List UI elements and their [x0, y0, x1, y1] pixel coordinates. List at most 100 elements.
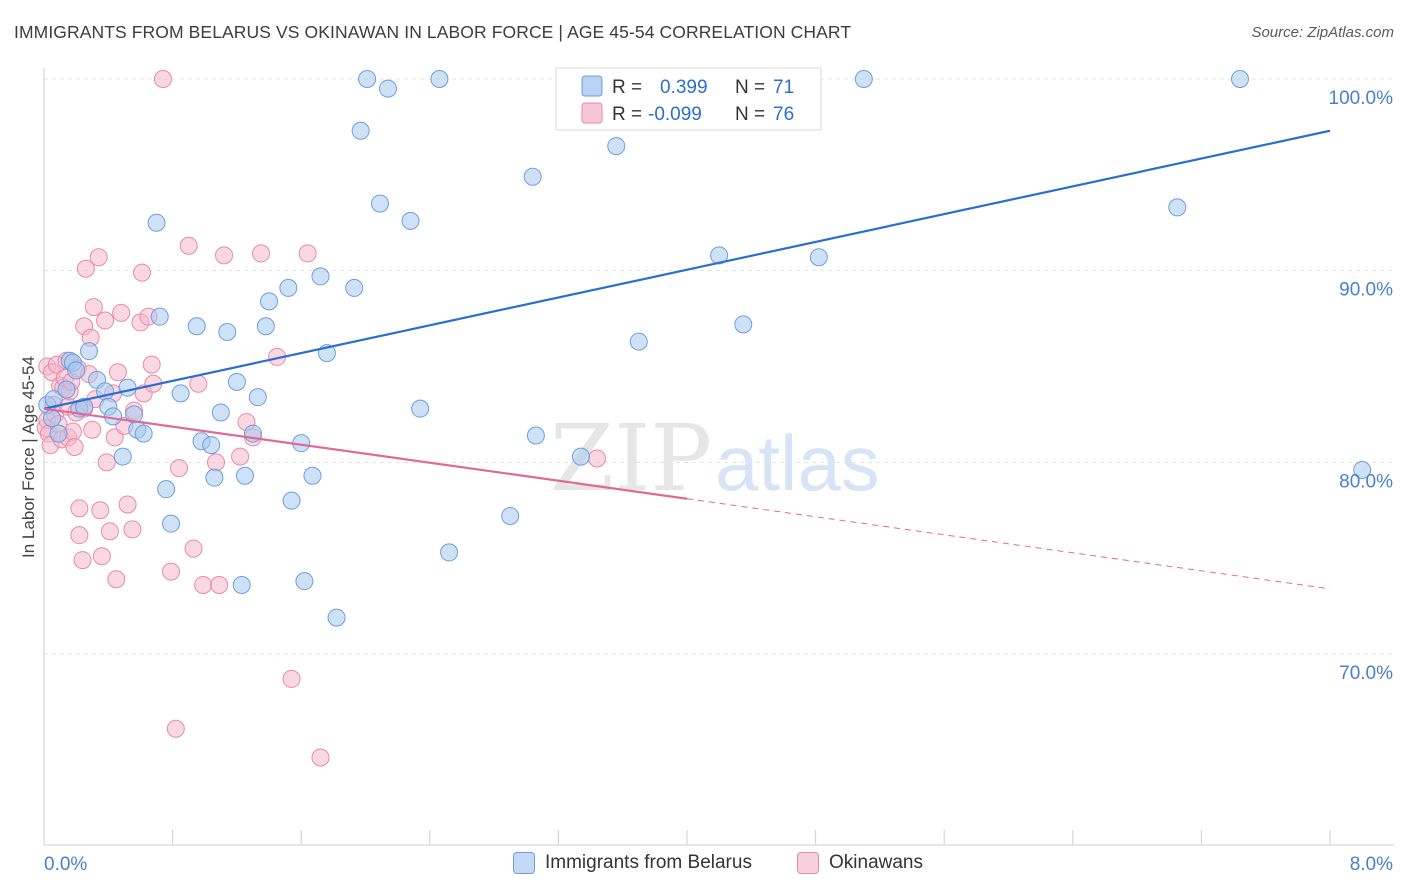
okinawan-point [231, 447, 250, 466]
belarus-point [67, 361, 86, 380]
belarus-point [370, 194, 389, 213]
legend-swatch-pink [581, 102, 603, 124]
belarus-point [57, 380, 76, 399]
belarus-point [526, 426, 545, 445]
legend-swatch-blue [581, 75, 603, 97]
okinawan-point [112, 303, 131, 322]
legend-label-okinawans: Okinawans [829, 852, 923, 873]
belarus-point [345, 278, 364, 297]
belarus-point [809, 248, 828, 267]
okinawan-point [97, 453, 116, 472]
okinawan-point [311, 748, 330, 767]
okinawan-point [107, 570, 126, 589]
belarus-point [303, 466, 322, 485]
okinawan-point [105, 428, 124, 447]
y-tick-label: 100.0% [1329, 88, 1394, 109]
okinawan-point [587, 449, 606, 468]
belarus-point [49, 424, 68, 443]
okinawan-point [123, 520, 142, 539]
legend-r-label-2: R = [612, 104, 642, 125]
okinawan-point [179, 236, 198, 255]
belarus-point [113, 447, 132, 466]
okinawan-point [210, 576, 229, 594]
belarus-point [118, 378, 137, 397]
okinawan-point [70, 526, 89, 545]
belarus-point [411, 399, 430, 418]
legend-r-value-1: 0.399 [660, 77, 708, 98]
okinawan-point [161, 562, 180, 581]
belarus-point [295, 572, 314, 591]
okinawan-point [194, 576, 213, 594]
legend-series: Immigrants from Belarus Okinawans [0, 850, 1406, 880]
legend-r-value-2: -0.099 [648, 104, 702, 125]
belarus-point [1168, 198, 1187, 217]
legend-stats: R = 0.399 N = 71 R = -0.099 N = 76 [555, 67, 822, 131]
y-tick-label: 90.0% [1339, 280, 1393, 301]
legend-r-label-1: R = [612, 77, 642, 98]
okinawan-point [91, 501, 110, 520]
belarus-point [147, 213, 166, 232]
okinawan-trend-line [43, 407, 688, 500]
okinawan-point [96, 311, 115, 330]
belarus-point [501, 507, 520, 525]
okinawan-point [298, 244, 317, 263]
axes [43, 68, 1394, 846]
belarus-trend-line [43, 129, 1331, 410]
belarus-point [734, 315, 753, 334]
belarus-point [134, 424, 153, 443]
okinawan-point [73, 551, 92, 570]
belarus-point [205, 468, 224, 487]
okinawan-point [189, 374, 208, 393]
belarus-point [157, 480, 176, 499]
okinawan-point [76, 259, 95, 278]
okinawan-point [100, 522, 119, 541]
belarus-point [571, 447, 590, 466]
okinawan-point [92, 547, 111, 566]
legend-n-label-2: N = [735, 104, 765, 125]
trend-lines [43, 129, 1331, 590]
belarus-point [218, 323, 237, 341]
legend-item-okinawans: Okinawans [797, 852, 923, 874]
legend-swatch-okinawans [797, 852, 819, 874]
belarus-point [351, 121, 370, 140]
okinawan-point [282, 669, 301, 688]
watermark-atlas: atlas [715, 419, 880, 507]
belarus-point [279, 278, 298, 297]
belarus-point [401, 211, 420, 230]
okinawan-point [83, 420, 102, 439]
belarus-point [161, 514, 180, 533]
y-axis-label: In Labor Force | Age 45-54 [19, 356, 38, 558]
y-tick-label: 80.0% [1339, 471, 1393, 492]
legend-n-value-1: 71 [773, 77, 794, 98]
okinawan-point [108, 363, 127, 382]
y-tick-label: 70.0% [1339, 663, 1393, 684]
okinawan-point [153, 70, 172, 88]
belarus-point [282, 491, 301, 510]
okinawan-trend-extension [686, 498, 1331, 590]
belarus-point [430, 70, 449, 88]
belarus-point [232, 576, 251, 594]
legend-n-value-2: 76 [773, 104, 794, 125]
okinawan-point [142, 355, 161, 374]
x-tick-label-min: 0.0% [44, 854, 87, 875]
okinawan-point [170, 459, 189, 478]
legend-n-label-1: N = [735, 77, 765, 98]
okinawan-point [184, 539, 203, 558]
belarus-point [256, 317, 275, 336]
belarus-point [187, 317, 206, 336]
belarus-point [854, 70, 873, 88]
belarus-point [311, 267, 330, 286]
belarus-point [440, 543, 459, 562]
grid-lines [44, 78, 1394, 655]
belarus-point [43, 409, 62, 428]
belarus-point [104, 407, 123, 426]
belarus-point [80, 342, 99, 361]
okinawan-point [65, 438, 84, 456]
belarus-point [523, 167, 542, 186]
belarus-point [211, 403, 230, 422]
belarus-point [150, 307, 169, 326]
okinawan-point [118, 495, 137, 514]
x-tick-labels: 0.0% 8.0% [44, 854, 1393, 875]
source-label: Source: ZipAtlas.com [1251, 24, 1394, 41]
